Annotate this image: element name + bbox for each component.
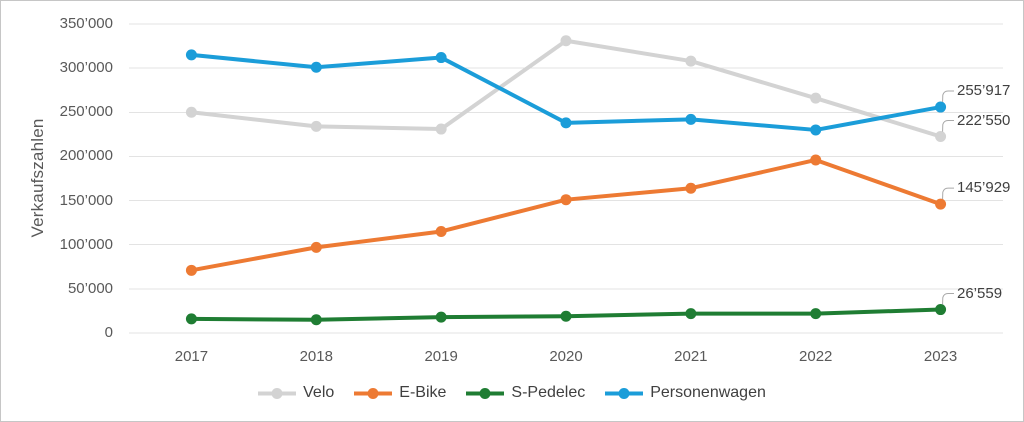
legend: Velo E-Bike S-Pedelec Personenwagen	[1, 380, 1023, 406]
data-point-e-bike	[935, 198, 947, 210]
legend-item-personenwagen: Personenwagen	[605, 384, 766, 402]
data-point-e-bike	[185, 264, 197, 276]
callout-leader-personenwagen	[942, 90, 954, 103]
data-point-s-pedelec	[310, 314, 322, 326]
legend-label-personenwagen: Personenwagen	[650, 384, 766, 401]
data-point-personenwagen	[310, 61, 322, 73]
data-point-s-pedelec	[185, 313, 197, 325]
data-point-velo	[435, 123, 447, 135]
data-point-s-pedelec	[810, 308, 822, 320]
data-point-personenwagen	[185, 49, 197, 61]
data-point-personenwagen	[935, 101, 947, 113]
data-point-s-pedelec	[685, 308, 697, 320]
series-line-e-bike	[189, 157, 943, 273]
data-point-e-bike	[310, 241, 322, 253]
legend-label-velo: Velo	[303, 384, 335, 401]
data-point-personenwagen	[560, 117, 572, 129]
legend-item-e-bike: E-Bike	[354, 384, 446, 402]
data-point-personenwagen	[810, 124, 822, 136]
legend-item-s-pedelec: S-Pedelec	[466, 384, 585, 402]
data-point-e-bike	[560, 194, 572, 206]
legend-marker-velo	[258, 387, 297, 399]
data-point-personenwagen	[435, 52, 447, 64]
data-point-s-pedelec	[435, 311, 447, 323]
data-point-e-bike	[685, 182, 697, 194]
callout-leader-e-bike	[942, 187, 954, 200]
legend-marker-personenwagen	[605, 387, 644, 399]
legend-marker-s-pedelec	[466, 387, 505, 399]
data-point-velo	[685, 55, 697, 67]
data-point-velo	[810, 92, 822, 104]
legend-label-s-pedelec: S-Pedelec	[511, 384, 586, 401]
legend-marker-e-bike	[354, 387, 393, 399]
data-point-velo	[310, 120, 322, 132]
callout-leader-s-pedelec	[942, 293, 954, 305]
data-point-s-pedelec	[560, 310, 572, 322]
data-point-e-bike	[810, 154, 822, 166]
data-point-s-pedelec	[935, 304, 947, 316]
data-point-velo	[935, 131, 947, 143]
legend-label-e-bike: E-Bike	[399, 384, 447, 401]
data-point-personenwagen	[685, 113, 697, 125]
data-point-velo	[560, 35, 572, 47]
legend-item-velo: Velo	[258, 384, 334, 402]
callout-leader-velo	[942, 120, 954, 132]
data-point-velo	[185, 106, 197, 118]
data-point-e-bike	[435, 225, 447, 237]
